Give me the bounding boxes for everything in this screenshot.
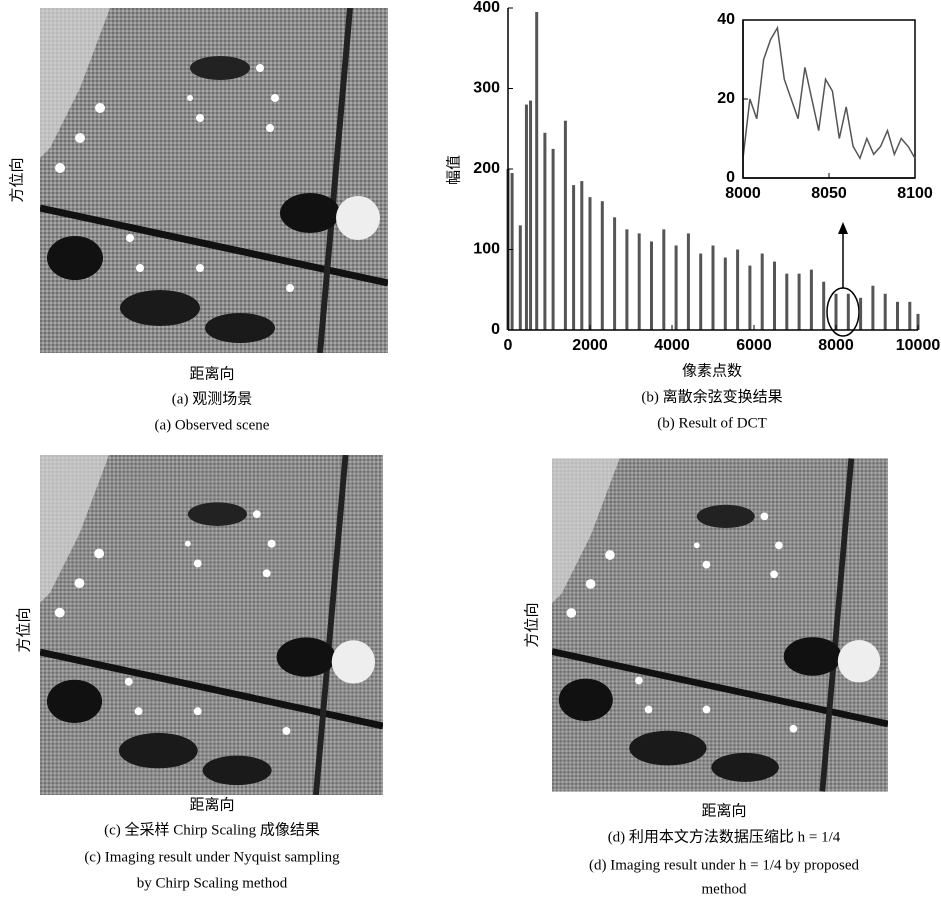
bar [525,105,528,330]
caption: (b) Result of DCT [657,415,767,431]
bar [625,229,628,330]
bar [835,294,838,330]
x-tick-label: 8000 [818,337,854,354]
x-tick-label: 0 [504,337,513,354]
sar-image [552,458,888,791]
bar [552,149,555,330]
sar-image [40,455,383,795]
axis-label: 距离向 [189,365,234,382]
bar [908,302,911,330]
y-tick-label: 100 [473,241,500,258]
bar [761,254,764,330]
bar [687,233,690,330]
caption: (c) 全采样 Chirp Scaling 成像结果 [104,820,320,838]
bar [871,286,874,330]
caption: (d) Imaging result under h = 1/4 by prop… [589,857,860,873]
bar [543,133,546,330]
x-tick-label: 4000 [654,337,690,354]
bar [519,225,522,330]
caption: (c) Imaging result under Nyquist samplin… [84,849,340,865]
x-tick-label: 8100 [897,185,933,202]
y-tick-label: 400 [473,0,500,16]
bar [650,241,653,330]
highlight [827,288,859,336]
y-tick-label: 0 [726,169,735,186]
bar [859,298,862,330]
axis-label: 距离向 [701,802,746,819]
bar [580,181,583,330]
x-tick-label: 8000 [725,185,761,202]
axis-label: 方位向 [8,157,25,202]
bar [511,173,514,330]
bar [847,294,850,330]
bar [529,101,532,330]
bar [589,197,592,330]
bar [810,270,813,330]
caption: by Chirp Scaling method [137,875,288,891]
bar [822,282,825,330]
bar [601,201,604,330]
y-tick-label: 200 [473,160,500,177]
bar [572,185,575,330]
bar [884,294,887,330]
bar [785,274,788,330]
arrow-head [838,222,848,234]
page: {"panels": [ {"y_label": "方位向", "x_label… [0,0,941,901]
caption: method [702,881,747,897]
bar [675,245,678,330]
bar [748,266,751,330]
bar [773,262,776,330]
bar [896,302,899,330]
axis-label: 幅值 [445,155,462,185]
caption: (d) 利用本文方法数据压缩比 h = 1/4 [608,828,841,845]
x-tick-label: 10000 [896,337,941,354]
caption: (b) 离散余弦变换结果 [641,387,782,405]
caption: (a) 观测场景 [172,390,252,407]
bar [638,233,641,330]
axis-label: 距离向 [189,796,234,813]
x-tick-label: 2000 [572,337,608,354]
axis-label: 方位向 [523,602,540,647]
y-tick-label: 20 [717,90,735,107]
x-tick-label: 8050 [811,185,847,202]
y-tick-label: 40 [717,11,735,28]
axis-label: 像素点数 [682,362,742,379]
figure: 方位向 距离向 (a) 观测场景 (a) Observed scene 方位向 … [0,0,941,901]
bar [712,245,715,330]
bar [724,258,727,330]
bar [798,274,801,330]
x-tick-label: 6000 [736,337,772,354]
bar [699,254,702,330]
bar [662,229,665,330]
bar [564,121,567,330]
axis-label: 方位向 [15,607,32,652]
bar [535,12,538,330]
bar [736,250,739,331]
sar-image [40,8,388,353]
y-tick-label: 0 [491,321,500,338]
caption: (a) Observed scene [155,417,270,433]
y-tick-label: 300 [473,80,500,97]
bar [613,217,616,330]
